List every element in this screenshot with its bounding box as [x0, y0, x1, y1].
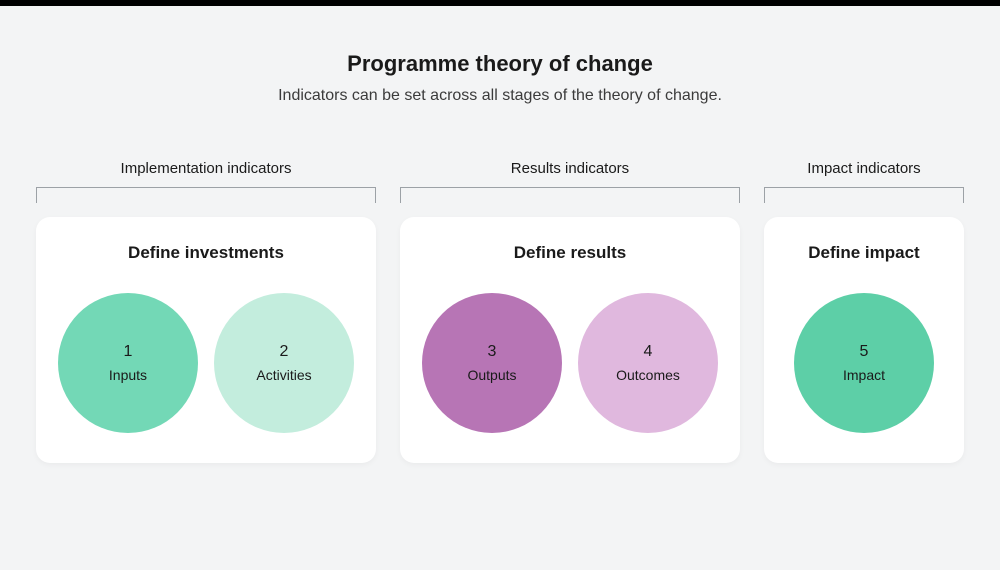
page-title: Programme theory of change [30, 51, 970, 77]
stage-label: Inputs [109, 367, 147, 383]
circles-row: 1 Inputs 2 Activities [56, 293, 356, 433]
stage-circle: 3 Outputs [422, 293, 562, 433]
groups-row: Implementation indicators Define investme… [30, 160, 970, 463]
circles-row: 5 Impact [784, 293, 944, 433]
card-title: Define impact [784, 243, 944, 263]
stage-label: Outputs [467, 367, 516, 383]
stage-circle: 4 Outcomes [578, 293, 718, 433]
stage-number: 3 [488, 343, 497, 361]
group-card: Define investments 1 Inputs 2 Activities [36, 217, 376, 463]
group-label: Impact indicators [764, 160, 964, 177]
diagram-container: Programme theory of change Indicators ca… [0, 6, 1000, 493]
group-card: Define results 3 Outputs 4 Outcomes [400, 217, 740, 463]
stage-number: 4 [644, 343, 653, 361]
group-card: Define impact 5 Impact [764, 217, 964, 463]
group-bracket [764, 187, 964, 203]
group-label: Results indicators [400, 160, 740, 177]
stage-number: 1 [124, 343, 133, 361]
card-title: Define investments [56, 243, 356, 263]
stage-number: 5 [860, 343, 869, 361]
group-label: Implementation indicators [36, 160, 376, 177]
stage-label: Activities [256, 367, 311, 383]
indicator-group: Implementation indicators Define investme… [36, 160, 376, 463]
stage-circle: 2 Activities [214, 293, 354, 433]
card-title: Define results [420, 243, 720, 263]
stage-circle: 5 Impact [794, 293, 934, 433]
indicator-group: Impact indicators Define impact 5 Impact [764, 160, 964, 463]
stage-circle: 1 Inputs [58, 293, 198, 433]
circles-row: 3 Outputs 4 Outcomes [420, 293, 720, 433]
stage-number: 2 [280, 343, 289, 361]
indicator-group: Results indicators Define results 3 Outputs… [400, 160, 740, 463]
group-bracket [400, 187, 740, 203]
page-subtitle: Indicators can be set across all stages … [30, 87, 970, 105]
group-bracket [36, 187, 376, 203]
stage-label: Impact [843, 367, 885, 383]
stage-label: Outcomes [616, 367, 680, 383]
